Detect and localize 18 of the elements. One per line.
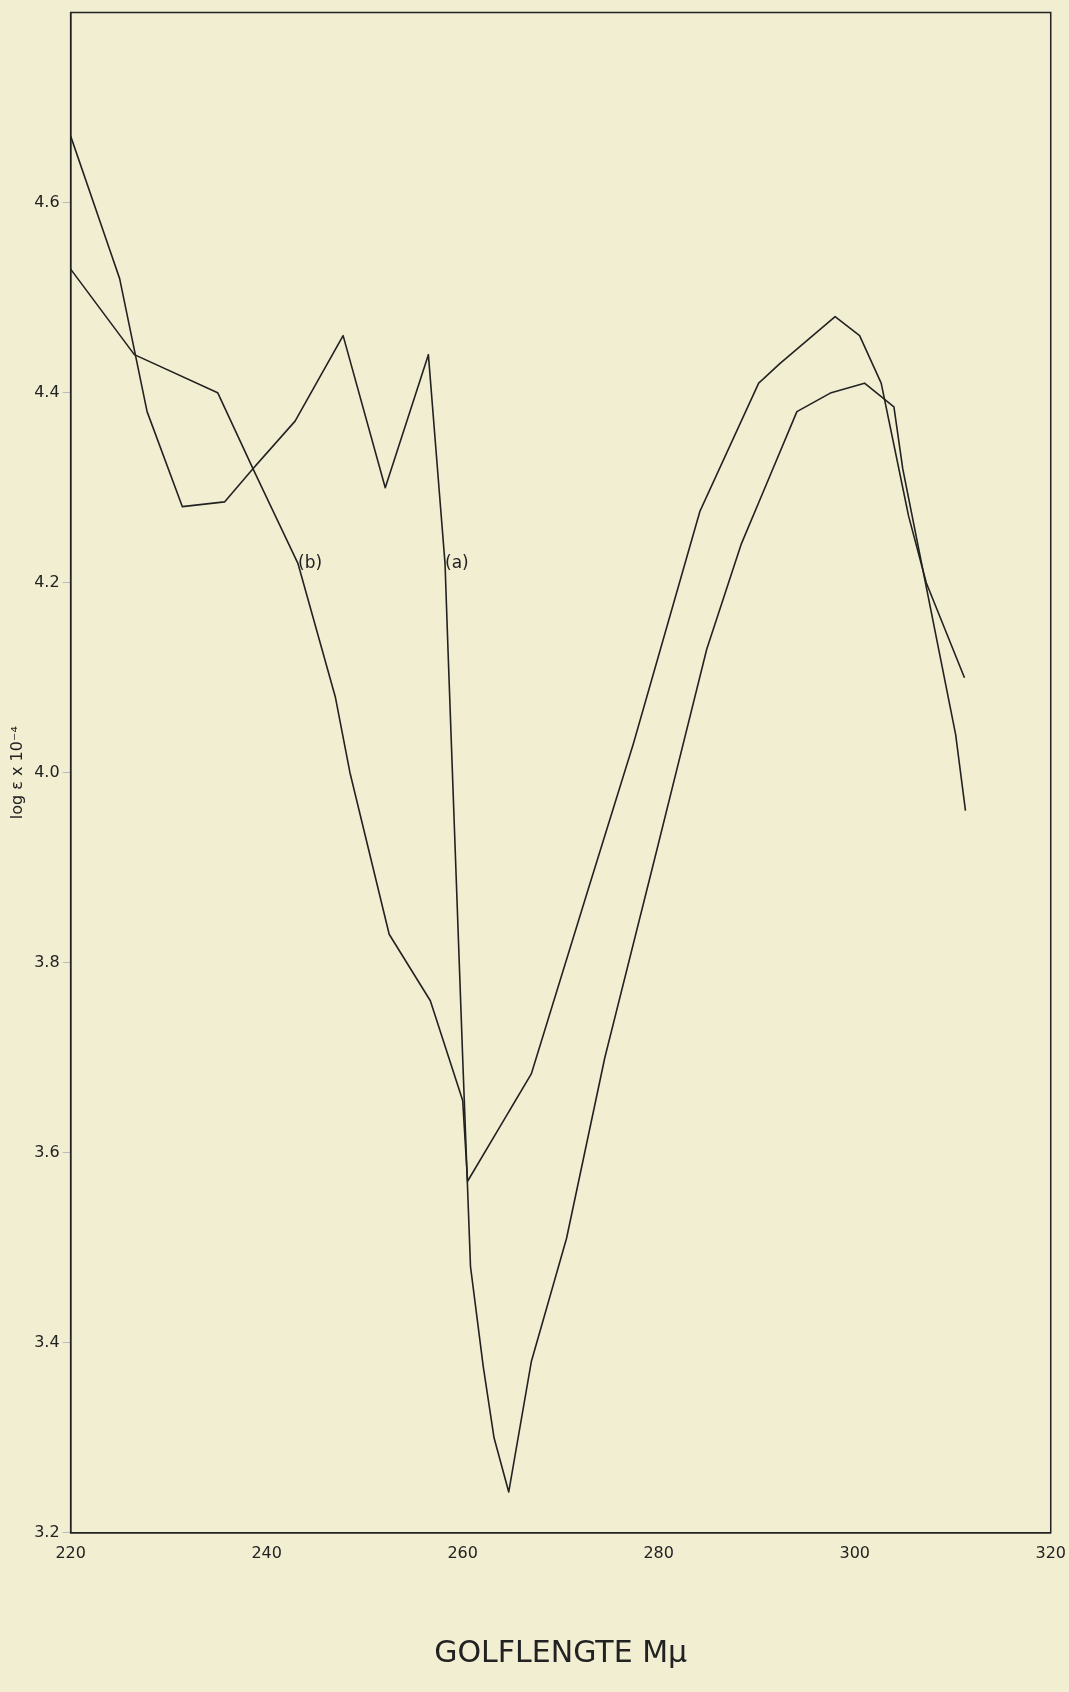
annotation: (a) <box>445 552 469 573</box>
y-tick-label: 4.6 <box>34 191 60 211</box>
x-tick-label: 320 <box>1035 1542 1066 1562</box>
x-tick-label: 240 <box>251 1542 282 1562</box>
y-tick-label: 3.2 <box>34 1521 60 1541</box>
x-tick-label: 280 <box>643 1542 674 1562</box>
y-tick-label: 4.2 <box>34 571 60 591</box>
y-tick-label: 3.8 <box>34 951 60 971</box>
y-axis-title: log ε x 10⁻⁴ <box>6 726 26 820</box>
x-tick-label: 300 <box>839 1542 870 1562</box>
y-tick-label: 4.4 <box>34 381 60 401</box>
y-tick-label: 3.4 <box>34 1331 60 1351</box>
x-tick-label: 220 <box>55 1542 86 1562</box>
y-tick-label: 4.0 <box>34 761 60 781</box>
x-tick-label: 260 <box>447 1542 478 1562</box>
x-axis-title: GOLFLENGTE Mμ <box>434 1633 688 1669</box>
y-tick-label: 3.6 <box>34 1141 60 1161</box>
annotation: (b) <box>298 552 323 573</box>
